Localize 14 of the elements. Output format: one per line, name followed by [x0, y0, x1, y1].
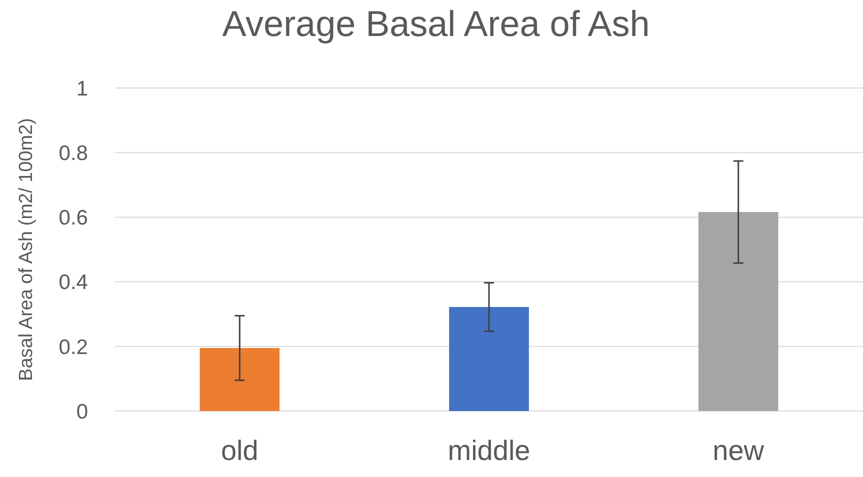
y-tick-label: 0.6: [58, 206, 88, 230]
x-tick-label: middle: [448, 435, 530, 466]
bar: [200, 348, 280, 411]
bar: [449, 306, 529, 411]
bar: [698, 212, 778, 411]
x-tick-label: new: [712, 435, 765, 466]
y-tick-label: 0: [76, 400, 88, 424]
y-tick-label: 0.4: [58, 271, 88, 294]
y-tick-label: 0.2: [58, 336, 88, 359]
y-axis-title: Basal Area of Ash (m2/ 100m2): [16, 118, 37, 381]
chart-title: Average Basal Area of Ash: [222, 3, 650, 44]
y-tick-label: 0.8: [58, 142, 88, 165]
x-tick-label: old: [220, 435, 258, 466]
y-tick-label: 1: [76, 77, 88, 100]
